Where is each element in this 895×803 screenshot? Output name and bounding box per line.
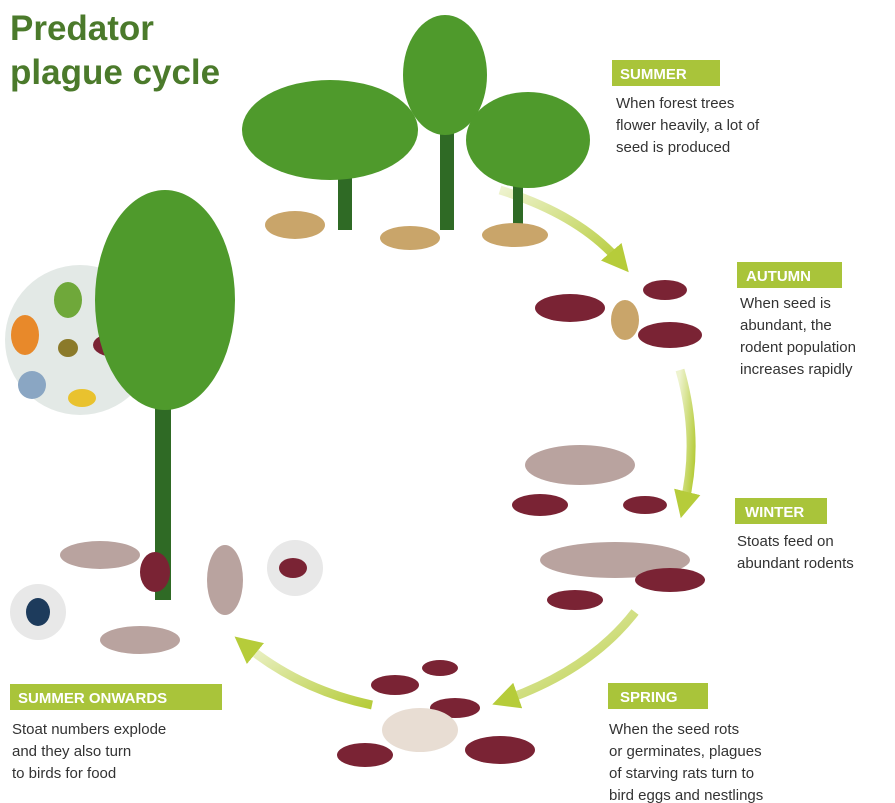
label-box	[737, 262, 842, 288]
stage-description: rodent population	[740, 339, 856, 356]
label-box	[10, 684, 222, 710]
stage-description: flower heavily, a lot of	[616, 117, 760, 134]
stage-description: to birds for food	[12, 765, 116, 782]
arrow	[492, 609, 639, 709]
stage-description: When the seed rots	[609, 721, 739, 738]
stage-description: increases rapidly	[740, 361, 853, 378]
label-box	[612, 60, 720, 86]
title: Predator	[10, 9, 154, 48]
label-box	[608, 683, 708, 709]
label-box	[735, 498, 827, 524]
stage-description: When seed is	[740, 295, 831, 312]
stage-description: Stoats feed on	[737, 533, 834, 550]
stage-description: abundant rodents	[737, 555, 854, 572]
stage-description: seed is produced	[616, 139, 730, 156]
stage-description: Stoat numbers explode	[12, 721, 166, 738]
stage-winter: WINTER Stoats feed on abundant rodents	[735, 498, 854, 572]
stage-description: When forest trees	[616, 95, 734, 112]
stage-label: SUMMER	[620, 66, 687, 83]
arrow	[234, 636, 373, 710]
stage-description: of starving rats turn to	[609, 765, 754, 782]
stage-spring: SPRING When the seed rots or germinates,…	[608, 683, 763, 803]
spring-animals	[337, 660, 535, 767]
stage-label: AUTUMN	[746, 268, 811, 285]
stage-summer: SUMMER When forest trees flower heavily,…	[612, 60, 760, 156]
arrow	[674, 368, 701, 519]
stage-label: WINTER	[745, 504, 804, 521]
stage-label: SPRING	[620, 689, 678, 706]
stage-summer-onwards: SUMMER ONWARDS Stoat numbers explode and…	[10, 684, 222, 782]
stage-description: bird eggs and nestlings	[609, 787, 763, 803]
summer-onwards-scene	[5, 190, 323, 654]
summer-trees	[242, 15, 590, 250]
title: plague cycle	[10, 53, 220, 92]
autumn-rodents	[535, 280, 702, 348]
cycle-arrows	[234, 185, 701, 710]
stage-description: or germinates, plagues	[609, 743, 762, 760]
stage-description: abundant, the	[740, 317, 832, 334]
stage-description: and they also turn	[12, 743, 131, 760]
winter-animals	[512, 445, 705, 610]
stage-autumn: AUTUMN When seed is abundant, the rodent…	[737, 262, 856, 378]
stage-label: SUMMER ONWARDS	[18, 690, 167, 707]
